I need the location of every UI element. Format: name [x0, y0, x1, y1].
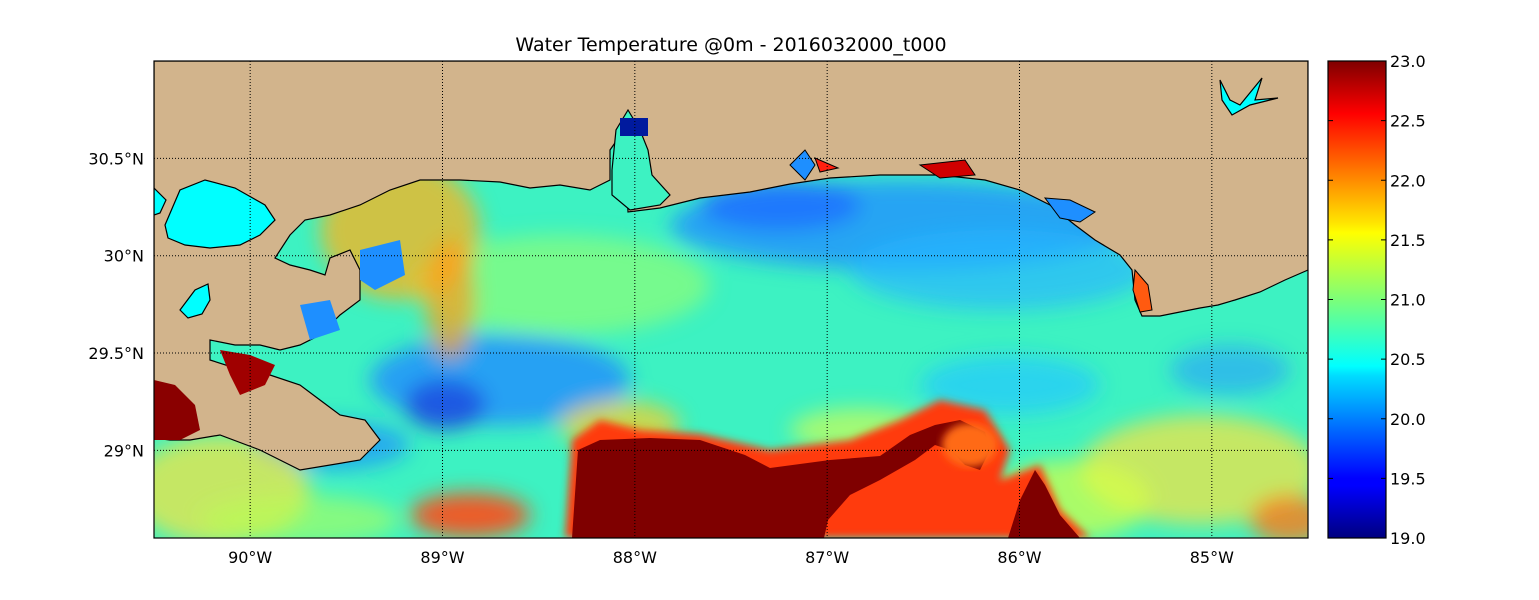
colorbar-tick-label: 22.0 [1390, 171, 1426, 190]
lon-tick-label: 90°W [228, 548, 272, 567]
bay-red [814, 157, 840, 173]
colorbar-tick-label: 21.0 [1390, 291, 1426, 310]
colorbar-tick-label: 22.5 [1390, 112, 1426, 131]
graticule [154, 61, 1308, 538]
colorbar-tick-label: 23.0 [1390, 52, 1426, 71]
map-title: Water Temperature @0m - 2016032000_t000 [515, 34, 947, 56]
map-frame [153, 60, 1309, 539]
lake-salvador [179, 283, 211, 319]
lake-pontchartrain [164, 179, 276, 249]
map-area [154, 61, 1308, 538]
colorbar-tick-label: 19.5 [1390, 469, 1426, 488]
lon-tick-label: 89°W [420, 548, 464, 567]
mississippi-delta-warm [154, 380, 200, 440]
lat-tick-label: 29°N [104, 441, 144, 460]
lon-tick-label: 86°W [997, 548, 1041, 567]
bay-red-3 [1132, 268, 1153, 313]
mobile-bay-cold [620, 118, 648, 136]
colorbar [1327, 60, 1387, 539]
inland-lake [1219, 77, 1279, 116]
colorbar-tick-label: 20.0 [1390, 410, 1426, 429]
colorbar-tick-label: 20.5 [1390, 350, 1426, 369]
lon-tick-label: 85°W [1190, 548, 1234, 567]
lat-tick-label: 29.5°N [88, 344, 144, 363]
lon-tick-label: 88°W [613, 548, 657, 567]
colorbar-tick-label: 19.0 [1390, 529, 1426, 548]
coastal-cold-patch [300, 300, 340, 340]
axis-tick-labels: 90°W 89°W 88°W 87°W 86°W 85°W 30.5°N 30°N 29.5°N… [88, 149, 1234, 567]
bay-red-2 [918, 159, 976, 179]
bay-blue-2 [1043, 197, 1097, 223]
lake-maurepas [154, 187, 167, 216]
bay-blue [789, 149, 816, 181]
colorbar-tick-label: 21.5 [1390, 231, 1426, 250]
lat-tick-label: 30.5°N [88, 149, 144, 168]
delta-warm-2 [220, 350, 275, 395]
lon-tick-label: 87°W [805, 548, 849, 567]
colorbar-ticks: 23.0 22.5 22.0 21.5 21.0 20.5 20.0 19.5 19.0 [1328, 52, 1426, 548]
coastal-cold-patch-2 [360, 240, 405, 290]
lat-tick-label: 30°N [104, 247, 144, 266]
